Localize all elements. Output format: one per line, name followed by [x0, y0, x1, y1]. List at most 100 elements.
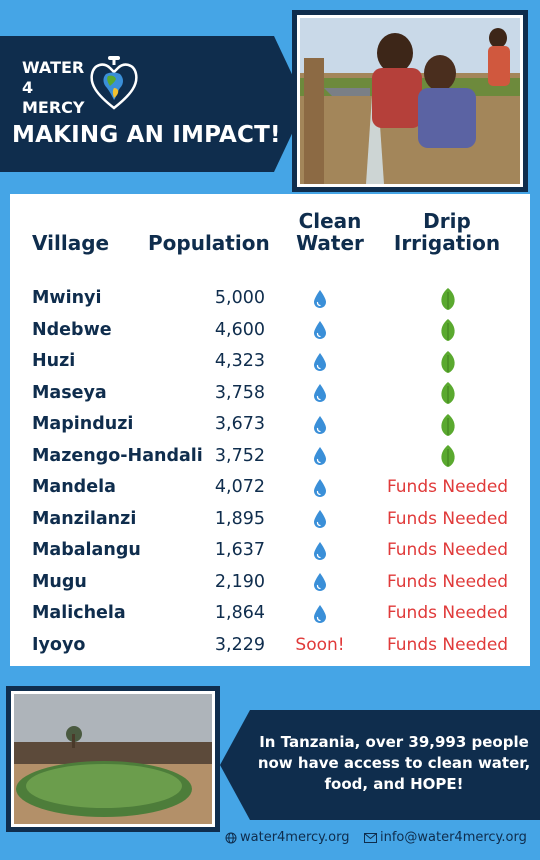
- drip-irrigation-status: [370, 346, 525, 377]
- village-name: Iyoyo: [32, 634, 86, 655]
- header-population: Population: [148, 231, 270, 255]
- leaf-icon: [440, 445, 455, 467]
- clean-water-status: [280, 472, 360, 503]
- table-row: Mapinduzi 3,673: [10, 409, 530, 440]
- drip-irrigation-status: Funds Needed: [370, 535, 525, 566]
- village-population: 4,072: [214, 477, 265, 497]
- village-population: 3,673: [214, 414, 265, 434]
- village-population: 1,637: [214, 540, 265, 560]
- funds-needed-text: Funds Needed: [386, 634, 509, 655]
- village-name: Mazengo-Handali: [32, 445, 203, 466]
- watermelon-harvest-image: [14, 694, 212, 824]
- village-name: Mabalangu: [32, 540, 141, 560]
- children-faucet-photo: [292, 10, 528, 192]
- village-name: Mandela: [32, 477, 116, 497]
- header-village: Village: [32, 231, 110, 255]
- clean-water-status: [280, 535, 360, 566]
- funds-needed-text: Funds Needed: [386, 477, 509, 497]
- table-row: Huzi 4,323: [10, 346, 530, 377]
- village-population: 3,229: [214, 634, 265, 655]
- clean-water-status: [280, 346, 360, 377]
- village-name: Maseya: [32, 382, 107, 403]
- water-drop-icon: [314, 541, 326, 560]
- village-population: 5,000: [214, 288, 265, 308]
- drip-irrigation-status: [370, 441, 525, 472]
- village-name: Mwinyi: [32, 288, 102, 308]
- clean-water-status: Soon!: [280, 630, 360, 661]
- impact-table: Village Population Clean Water Drip Irri…: [10, 194, 530, 666]
- heart-africa-faucet-icon: [90, 56, 138, 110]
- water-drop-icon: [314, 604, 326, 623]
- drip-irrigation-status: [370, 315, 525, 346]
- logo-text: WATER 4 MERCY: [22, 58, 85, 117]
- email-link[interactable]: info@water4mercy.org: [364, 830, 527, 846]
- table-row: Ndebwe 4,600: [10, 315, 530, 346]
- clean-water-status: [280, 378, 360, 409]
- water-drop-icon: [314, 384, 326, 402]
- funds-needed-text: Funds Needed: [386, 540, 509, 560]
- page-title: MAKING AN IMPACT!: [12, 122, 281, 148]
- globe-icon: [225, 832, 237, 844]
- village-population: 4,600: [214, 319, 265, 340]
- clean-water-status: [280, 441, 360, 472]
- funds-needed-text: Funds Needed: [386, 571, 509, 592]
- water-drop-icon: [314, 352, 326, 371]
- table-row: Manzilanzi 1,895 Funds Needed: [10, 504, 530, 535]
- leaf-icon: [440, 382, 455, 404]
- village-name: Mugu: [32, 571, 87, 592]
- village-population: 3,752: [214, 445, 265, 466]
- village-name: Manzilanzi: [32, 508, 137, 529]
- table-row: Mandela 4,072 Funds Needed: [10, 472, 530, 503]
- drip-irrigation-status: Funds Needed: [370, 504, 525, 535]
- header-drip-irrigation: Drip Irrigation: [393, 209, 501, 255]
- table-row: Mugu 2,190 Funds Needed: [10, 567, 530, 598]
- drip-irrigation-status: Funds Needed: [370, 472, 525, 503]
- drip-irrigation-status: [370, 409, 525, 440]
- leaf-icon: [440, 319, 455, 341]
- table-row: Mwinyi 5,000: [10, 283, 530, 314]
- table-row: Mazengo-Handali 3,752: [10, 441, 530, 472]
- village-population: 1,895: [214, 508, 265, 529]
- village-population: 1,864: [214, 603, 265, 623]
- village-name: Ndebwe: [32, 319, 112, 340]
- village-name: Mapinduzi: [32, 414, 134, 434]
- water-drop-icon: [314, 510, 326, 528]
- water-drop-icon: [314, 415, 326, 434]
- table-row: Mabalangu 1,637 Funds Needed: [10, 535, 530, 566]
- village-population: 2,190: [214, 571, 265, 592]
- impact-message: In Tanzania, over 39,993 people now have…: [257, 733, 531, 793]
- clean-water-status: [280, 504, 360, 535]
- leaf-icon: [440, 350, 455, 373]
- water-drop-icon: [314, 321, 326, 339]
- village-name: Malichela: [32, 603, 126, 623]
- drip-irrigation-status: Funds Needed: [370, 630, 525, 661]
- water-drop-icon: [314, 289, 326, 308]
- funds-needed-text: Funds Needed: [386, 603, 509, 623]
- water-drop-icon: [314, 478, 326, 497]
- watermelon-harvest-photo: [6, 686, 220, 832]
- water-drop-icon: [314, 447, 326, 465]
- drip-irrigation-status: [370, 378, 525, 409]
- clean-water-status: [280, 315, 360, 346]
- header-banner: WATER 4 MERCY MAKING AN IMPACT!: [0, 36, 306, 172]
- clean-water-status: [280, 409, 360, 440]
- table-row: Maseya 3,758: [10, 378, 530, 409]
- drip-irrigation-status: Funds Needed: [370, 598, 525, 629]
- table-row: Iyoyo 3,229 Soon! Funds Needed: [10, 630, 530, 661]
- leaf-icon: [440, 287, 455, 310]
- funds-needed-text: Funds Needed: [386, 508, 509, 529]
- clean-water-status: [280, 567, 360, 598]
- table-row: Malichela 1,864 Funds Needed: [10, 598, 530, 629]
- village-population: 3,758: [214, 382, 265, 403]
- website-link[interactable]: water4mercy.org: [225, 830, 349, 846]
- water-drop-icon: [314, 573, 326, 591]
- leaf-icon: [440, 413, 455, 436]
- water-status-text: Soon!: [295, 634, 345, 655]
- clean-water-status: [280, 598, 360, 629]
- drip-irrigation-status: [370, 283, 525, 314]
- water4mercy-logo: WATER 4 MERCY: [22, 54, 152, 117]
- village-name: Huzi: [32, 351, 76, 371]
- drip-irrigation-status: Funds Needed: [370, 567, 525, 598]
- header-clean-water: Clean Water: [296, 209, 364, 255]
- children-faucet-image: [300, 18, 520, 184]
